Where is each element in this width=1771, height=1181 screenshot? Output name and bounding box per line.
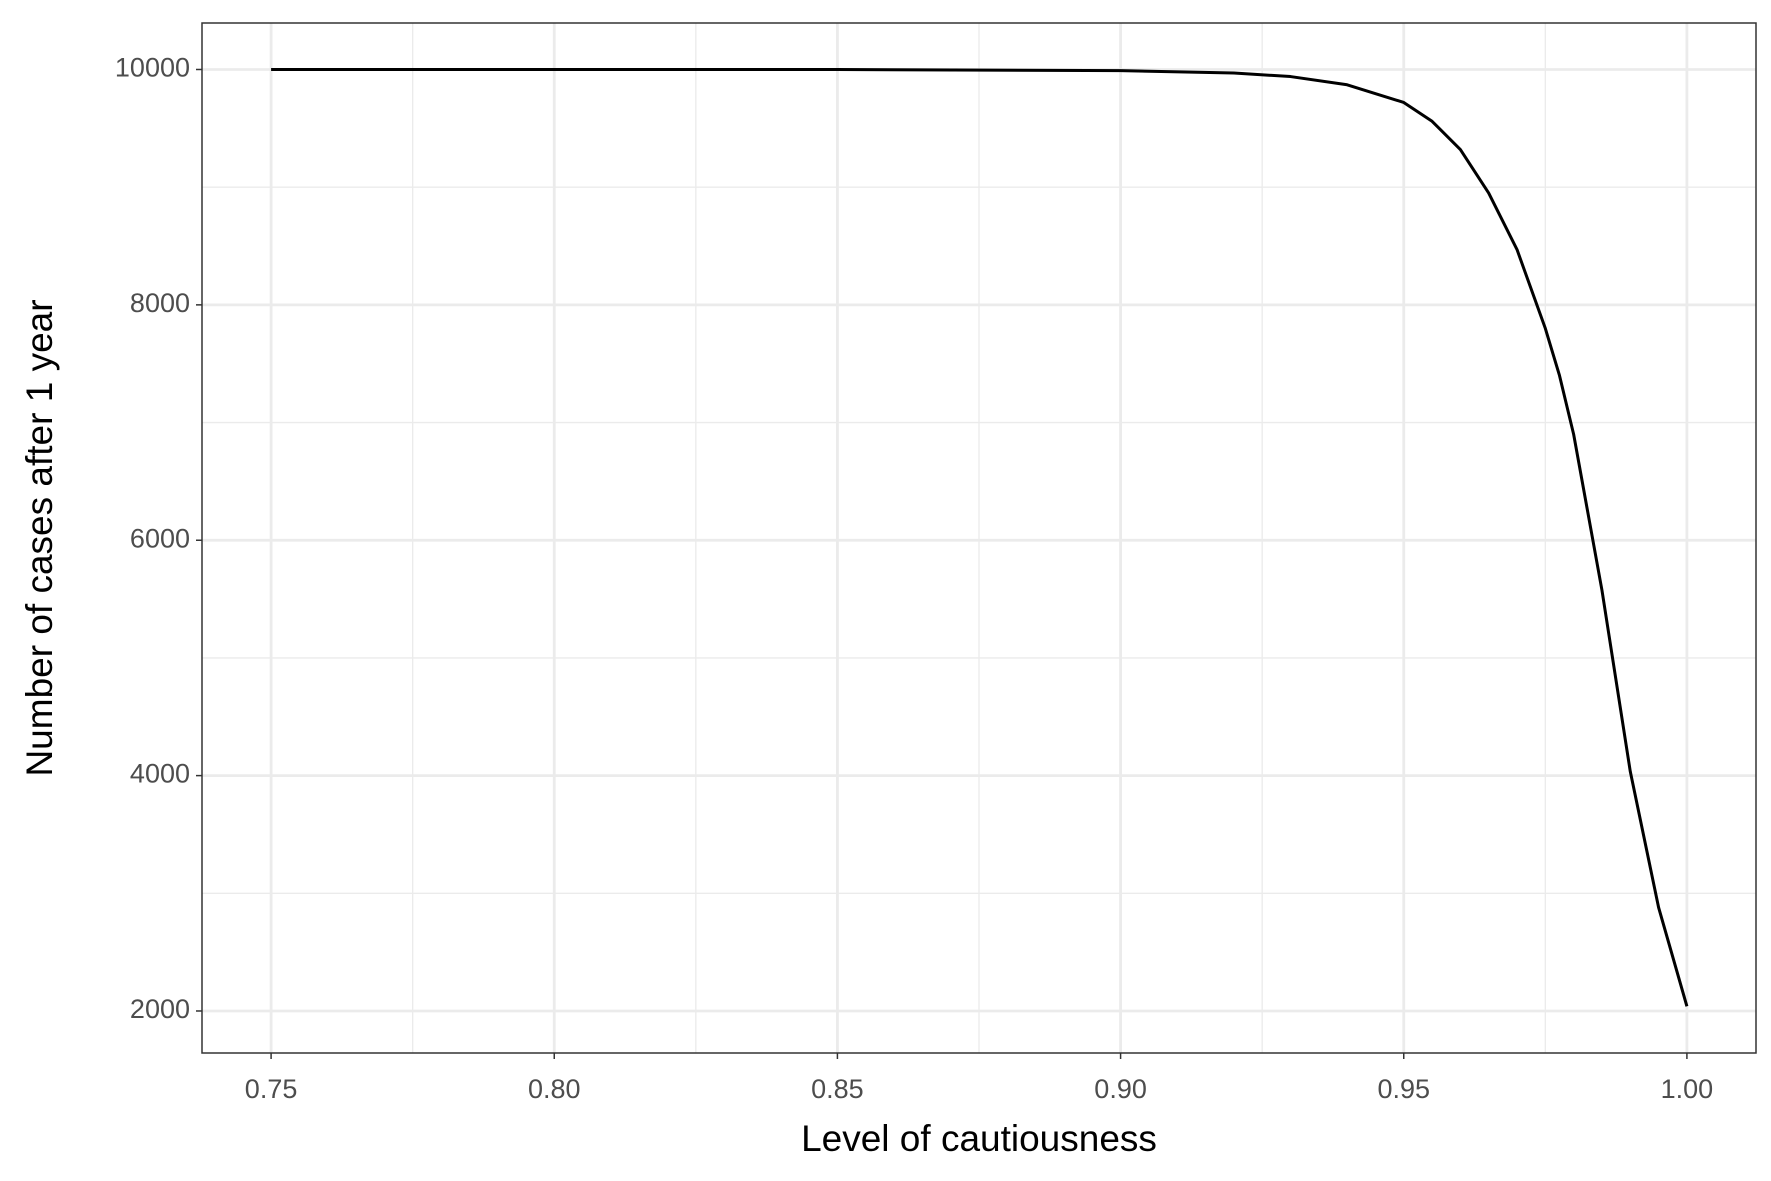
y-tick-label: 10000 [115,53,190,83]
x-tick-label: 0.90 [1094,1074,1147,1104]
y-tick-label: 6000 [130,523,190,553]
x-tick-label: 0.80 [528,1074,581,1104]
y-axis-title: Number of cases after 1 year [19,299,60,776]
x-axis-title: Level of cautiousness [801,1118,1157,1159]
x-tick-label: 0.75 [245,1074,298,1104]
x-tick-label: 0.95 [1377,1074,1430,1104]
y-tick-label: 2000 [130,994,190,1024]
y-tick-label: 4000 [130,759,190,789]
x-tick-label: 1.00 [1661,1074,1714,1104]
panel-border [201,22,1757,1054]
y-tick-label: 8000 [130,288,190,318]
x-tick-label: 0.85 [811,1074,864,1104]
line-series [271,67,1689,1007]
